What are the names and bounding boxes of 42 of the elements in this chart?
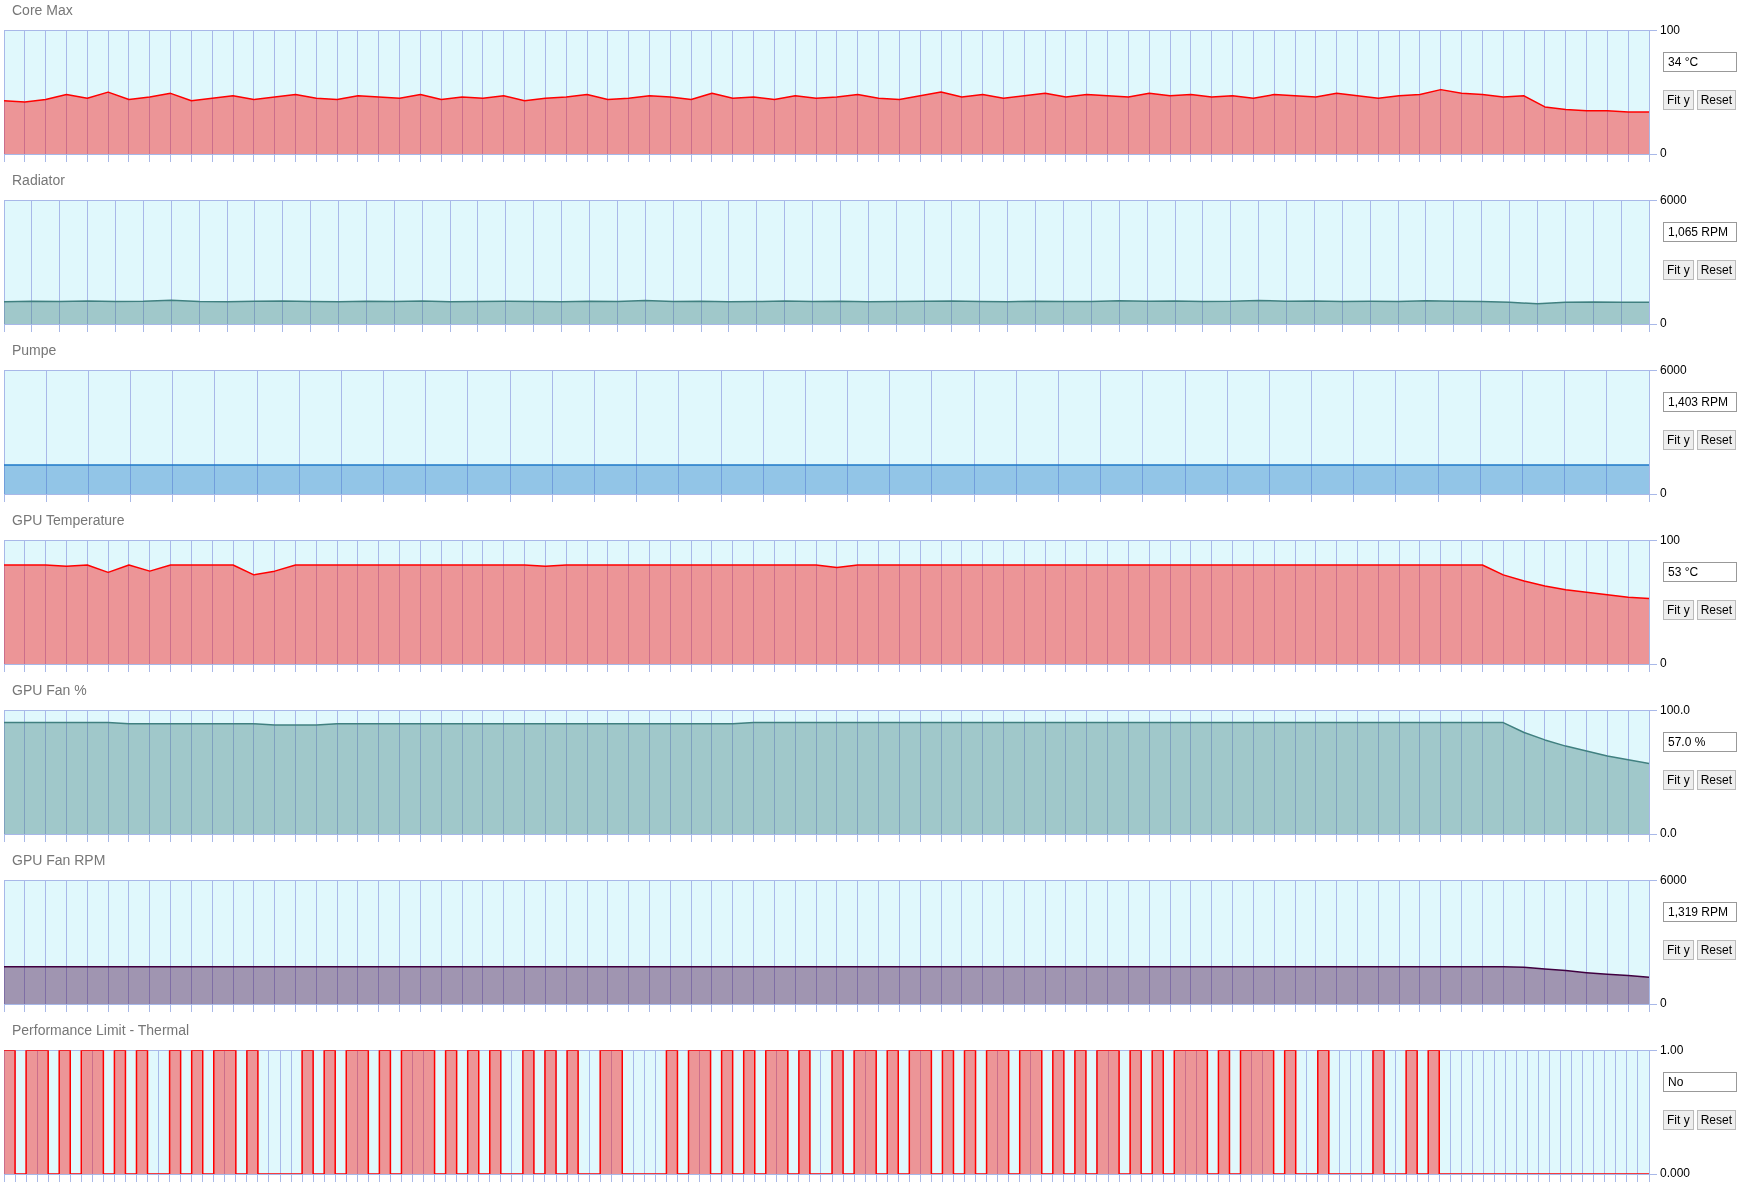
y-tick-label: 6000 <box>1660 192 1688 207</box>
text: 1,403 RPM <box>1663 392 1737 412</box>
chart-title: Pumpe <box>0 340 1747 360</box>
text: Reset <box>1696 600 1737 620</box>
y-tick-label: 6000 <box>1660 872 1688 887</box>
text: Reset <box>1696 1110 1737 1130</box>
y-tick-label: 0 <box>1660 146 1667 161</box>
text: Reset <box>1696 430 1737 450</box>
chart-title: GPU Fan % <box>0 680 1747 700</box>
text: Reset <box>1696 770 1737 790</box>
text: Fit y <box>1663 1110 1694 1130</box>
y-tick-label: 100 <box>1660 532 1681 547</box>
y-tick-label: 0.0 <box>1660 826 1678 841</box>
text: 1,319 RPM <box>1663 902 1737 922</box>
text: No <box>1663 1072 1737 1092</box>
text: Fit y <box>1663 90 1694 110</box>
text: 34 °C <box>1663 52 1737 72</box>
chart-title: Radiator <box>0 170 1747 190</box>
y-tick-label: 1.00 <box>1660 1042 1684 1057</box>
text: 57.0 % <box>1663 732 1737 752</box>
text: Fit y <box>1663 260 1694 280</box>
chart-title: GPU Temperature <box>0 510 1747 530</box>
y-tick-label: 0 <box>1660 486 1667 501</box>
y-tick-label: 0 <box>1660 656 1667 671</box>
y-tick-label: 6000 <box>1660 362 1688 377</box>
text: 1,065 RPM <box>1663 222 1737 242</box>
y-tick-label: 0.000 <box>1660 1166 1691 1181</box>
y-tick-label: 0 <box>1660 316 1667 331</box>
y-tick-label: 0 <box>1660 996 1667 1011</box>
text: Reset <box>1696 260 1737 280</box>
text: 53 °C <box>1663 562 1737 582</box>
text: Fit y <box>1663 940 1694 960</box>
text: Reset <box>1696 90 1737 110</box>
text: Fit y <box>1663 600 1694 620</box>
text: Fit y <box>1663 770 1694 790</box>
chart-title: Performance Limit - Thermal <box>0 1020 1747 1040</box>
chart-title: Core Max <box>0 0 1747 20</box>
chart-title: GPU Fan RPM <box>0 850 1747 870</box>
text: Fit y <box>1663 430 1694 450</box>
y-tick-label: 100 <box>1660 22 1681 37</box>
text: Reset <box>1696 940 1737 960</box>
y-tick-label: 100.0 <box>1660 702 1691 717</box>
